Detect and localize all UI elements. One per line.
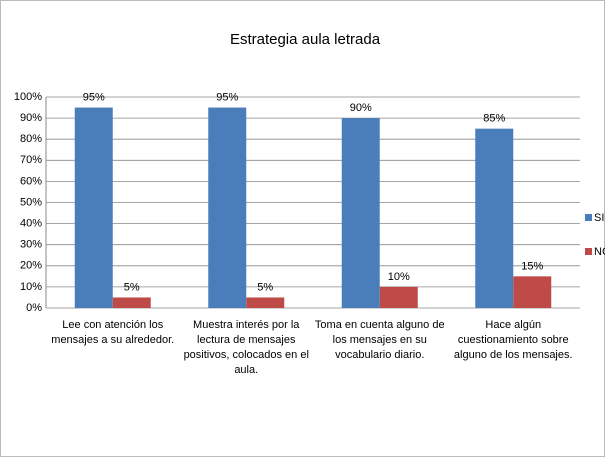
x-tick-label: Lee con atención los mensajes a su alred… — [51, 319, 175, 346]
data-label: 5% — [257, 281, 273, 293]
data-label: 10% — [388, 271, 410, 283]
data-label: 5% — [124, 281, 140, 293]
bar — [513, 276, 552, 308]
y-tick-label: 70% — [20, 154, 42, 166]
x-tick-label: Muestra interés por la lectura de mensaj… — [183, 319, 309, 376]
y-tick-label: 0% — [26, 302, 42, 314]
legend-swatch — [585, 248, 592, 255]
bar — [475, 128, 514, 308]
y-tick-label: 100% — [14, 91, 42, 103]
y-tick-label: 40% — [20, 218, 42, 230]
data-label: 95% — [83, 91, 105, 103]
data-label: 85% — [483, 113, 505, 125]
legend-label: NO — [594, 246, 605, 258]
y-tick-label: 90% — [20, 112, 42, 124]
y-tick-label: 50% — [20, 196, 42, 208]
bar — [379, 286, 418, 308]
bar — [74, 107, 113, 308]
y-tick-label: 20% — [20, 260, 42, 272]
x-tick-label: Toma en cuenta alguno de los mensajes en… — [314, 319, 445, 361]
legend-label: SI — [594, 212, 604, 224]
x-tick-label-box: Hace algún cuestionamiento sobre alguno … — [453, 319, 573, 361]
data-label: 15% — [521, 260, 543, 272]
data-label: 95% — [216, 91, 238, 103]
y-tick-label: 30% — [20, 239, 42, 251]
y-tick-label: 60% — [20, 175, 42, 187]
x-tick-label-box: Lee con atención los mensajes a su alred… — [51, 319, 175, 346]
x-tick-label-box: Muestra interés por la lectura de mensaj… — [183, 319, 309, 376]
bar — [112, 297, 151, 308]
y-tick-label: 10% — [20, 281, 42, 293]
bar — [246, 297, 285, 308]
legend-swatch — [585, 214, 592, 221]
x-tick-label: Hace algún cuestionamiento sobre alguno … — [453, 319, 573, 361]
y-tick-label: 80% — [20, 133, 42, 145]
chart-title: Estrategia aula letrada — [230, 31, 381, 48]
data-label: 90% — [350, 102, 372, 114]
bar — [341, 118, 380, 308]
x-tick-label-box: Toma en cuenta alguno de los mensajes en… — [314, 319, 445, 361]
bar — [208, 107, 247, 308]
